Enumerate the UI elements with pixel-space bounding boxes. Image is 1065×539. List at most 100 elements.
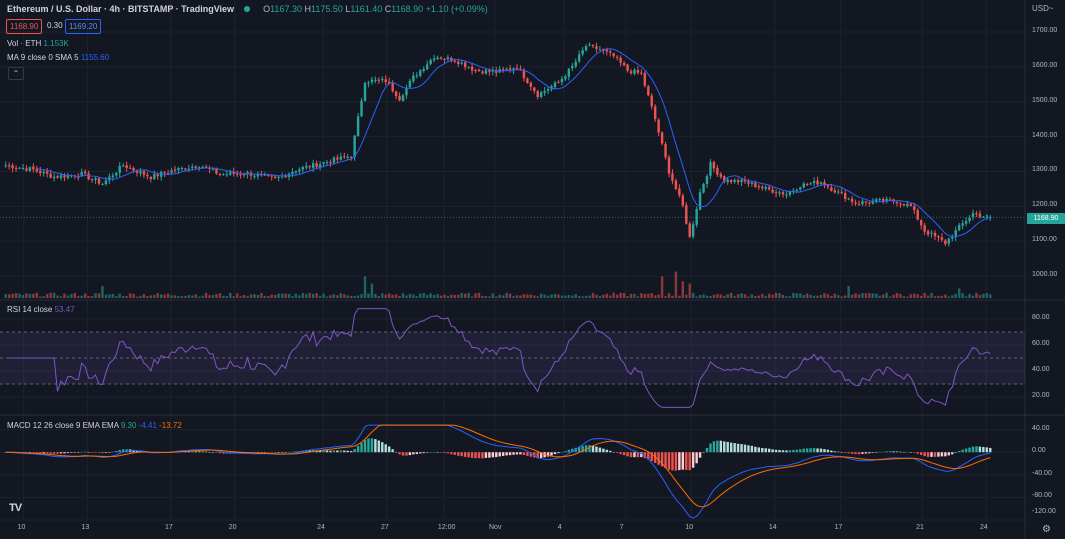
volume-bar	[989, 294, 992, 298]
candle-body	[387, 81, 391, 84]
volume-bar	[868, 293, 871, 298]
volume-bar	[308, 292, 311, 298]
volume-bar	[695, 296, 698, 298]
candle-body	[446, 57, 450, 60]
volume-bar	[985, 293, 989, 298]
rsi-legend[interactable]: RSI 14 close 53.47	[7, 305, 75, 314]
volume-bar	[235, 293, 239, 298]
candle-body	[533, 87, 536, 92]
macd-histogram-bar	[615, 452, 619, 453]
open-value: 1167.30	[270, 4, 302, 14]
volume-legend[interactable]: Vol · ETH 1.153K	[7, 39, 69, 48]
currency-selector[interactable]: USD~	[1032, 4, 1054, 13]
macd-histogram-bar	[657, 452, 660, 465]
candle-body	[868, 202, 871, 204]
candle-body	[180, 167, 184, 169]
volume-bar	[671, 295, 674, 298]
macd-legend[interactable]: MACD 12 26 close 9 EMA EMA 9.30 -4.41 -1…	[7, 421, 182, 430]
macd-histogram-bar	[923, 452, 926, 457]
macd-histogram-bar	[467, 452, 470, 458]
volume-bar	[225, 296, 229, 298]
y-axis-tick-label: 60.00	[1032, 340, 1050, 347]
candle-body	[605, 49, 609, 52]
macd-histogram-bar	[754, 446, 757, 453]
candle-body	[951, 236, 954, 239]
macd-histogram-bar	[736, 443, 740, 453]
volume-bar	[519, 295, 522, 298]
volume-bar	[463, 293, 467, 298]
candle-body	[823, 182, 826, 186]
candle-body	[35, 168, 39, 172]
candle-body	[194, 166, 197, 168]
macd-histogram-bar	[512, 452, 515, 455]
candle-body	[204, 166, 208, 168]
candle-body	[671, 173, 674, 181]
candle-body	[18, 167, 21, 169]
macd-histogram-bar	[363, 439, 367, 453]
candle-body	[881, 198, 885, 202]
volume-bar	[173, 295, 177, 298]
candle-body	[615, 56, 619, 58]
ask-box[interactable]: 1169.20	[65, 19, 102, 34]
volume-bar	[339, 293, 343, 298]
volume-bar	[761, 293, 764, 298]
ma-legend[interactable]: MA 9 close 0 SMA 5 1155.60	[7, 53, 109, 62]
tradingview-logo[interactable]: TV	[9, 502, 22, 514]
volume-bar	[270, 294, 273, 298]
volume-bar	[660, 276, 664, 298]
macd-histogram-bar	[460, 452, 463, 457]
high-key: H	[304, 4, 311, 14]
market-status-icon	[244, 6, 250, 12]
macd-histogram-bar	[740, 444, 743, 453]
macd-histogram-bar	[256, 452, 260, 453]
volume-bar	[847, 286, 850, 298]
symbol-title[interactable]: Ethereum / U.S. Dollar · 4h · BITSTAMP ·…	[7, 4, 235, 14]
candle-body	[39, 170, 42, 174]
collapse-legend-button[interactable]: ⌃	[8, 67, 24, 80]
macd-histogram-bar	[802, 448, 805, 453]
volume-bar	[87, 296, 90, 298]
volume-bar	[284, 293, 287, 298]
volume-bar	[394, 294, 398, 298]
x-axis-tick-label: 24	[317, 524, 325, 531]
macd-histogram-bar	[391, 449, 394, 453]
macd-histogram-bar	[961, 449, 964, 453]
candle-body	[491, 70, 495, 72]
volume-bar	[153, 294, 156, 298]
bid-box[interactable]: 1168.90	[6, 19, 43, 34]
macd-histogram-bar	[491, 452, 495, 458]
volume-bar	[415, 296, 419, 298]
macd-histogram-bar	[187, 451, 191, 453]
candle-body	[246, 172, 249, 175]
volume-bar	[83, 293, 87, 298]
volume-bar	[115, 296, 118, 298]
macd-histogram-bar	[799, 449, 802, 453]
volume-bar	[871, 293, 875, 298]
macd-histogram-bar	[826, 449, 830, 453]
y-axis-tick-label: 40.00	[1032, 366, 1050, 373]
settings-gear-icon[interactable]: ⚙	[1042, 524, 1051, 535]
volume-bar	[881, 294, 885, 298]
macd-histogram-bar	[982, 447, 985, 453]
volume-bar	[343, 294, 346, 298]
macd-histogram-bar	[581, 445, 584, 453]
candle-body	[153, 173, 156, 179]
candle-body	[339, 156, 343, 160]
volume-bar	[944, 294, 947, 298]
macd-histogram-bar	[501, 452, 505, 456]
spread-value: 0.30	[47, 21, 63, 30]
macd-histogram-bar	[208, 451, 211, 453]
candle-body	[847, 198, 850, 200]
macd-histogram-bar	[647, 452, 650, 460]
macd-histogram-bar	[453, 452, 457, 455]
candle-body	[875, 199, 878, 202]
volume-bar	[626, 296, 629, 298]
candle-body	[957, 224, 961, 231]
macd-histogram-bar	[902, 451, 906, 453]
candle-body	[118, 165, 121, 173]
volume-bar	[184, 295, 187, 298]
candle-body	[277, 176, 280, 178]
volume-bar	[21, 295, 25, 298]
